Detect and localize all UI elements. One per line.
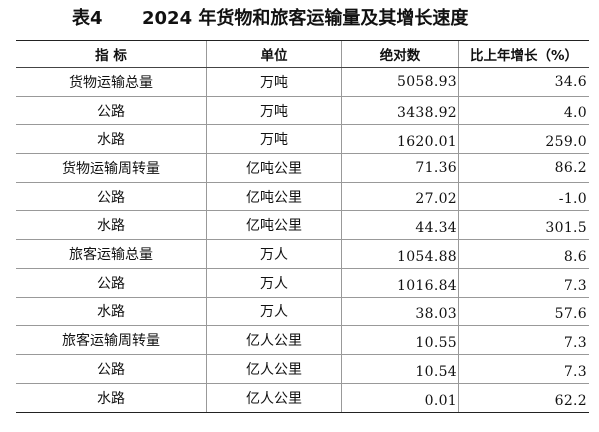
row-unit: 万吨 bbox=[207, 96, 342, 125]
row-unit: 万人 bbox=[207, 268, 342, 297]
row-indicator: 公路 bbox=[16, 268, 207, 297]
table-row: 货物运输总量 万吨 5058.93 34.6 bbox=[16, 68, 589, 97]
table-row: 旅客运输总量 万人 1054.88 8.6 bbox=[16, 240, 589, 269]
table-row: 公路 亿人公里 10.54 7.3 bbox=[16, 354, 589, 384]
row-value: 1054.88 bbox=[342, 240, 459, 268]
table-title: 表4 2024 年货物和旅客运输量及其增长速度 bbox=[0, 4, 599, 34]
row-indicator: 公路 bbox=[16, 182, 207, 211]
row-growth: 7.3 bbox=[563, 277, 587, 294]
row-unit: 亿吨公里 bbox=[207, 211, 342, 240]
row-value: 44.34 bbox=[342, 211, 459, 240]
row-growth: 7.3 bbox=[563, 363, 587, 380]
row-unit: 亿吨公里 bbox=[207, 154, 342, 182]
row-unit: 亿人公里 bbox=[207, 326, 342, 354]
row-indicator: 旅客运输周转量 bbox=[16, 326, 207, 354]
row-indicator: 水路 bbox=[16, 383, 207, 413]
row-indicator: 水路 bbox=[16, 211, 207, 240]
row-unit: 亿人公里 bbox=[207, 383, 342, 413]
row-growth: 301.5 bbox=[545, 220, 587, 237]
row-unit: 万吨 bbox=[207, 125, 342, 154]
row-growth: 34.6 bbox=[554, 73, 587, 90]
row-indicator: 货物运输周转量 bbox=[16, 154, 207, 182]
row-unit: 万人 bbox=[207, 297, 342, 326]
table-row: 水路 万人 38.03 57.6 bbox=[16, 297, 589, 327]
row-unit: 万吨 bbox=[207, 68, 342, 96]
row-growth: 62.2 bbox=[554, 393, 587, 410]
row-growth: 57.6 bbox=[554, 306, 587, 323]
row-indicator: 公路 bbox=[16, 354, 207, 383]
row-value: 10.55 bbox=[342, 326, 459, 354]
row-growth: -1.0 bbox=[558, 191, 587, 208]
table-row: 公路 万人 1016.84 7.3 bbox=[16, 268, 589, 298]
row-indicator: 公路 bbox=[16, 96, 207, 125]
row-unit: 亿吨公里 bbox=[207, 182, 342, 211]
row-indicator: 货物运输总量 bbox=[16, 68, 207, 96]
table-row: 货物运输周转量 亿吨公里 71.36 86.2 bbox=[16, 154, 589, 183]
table-header-row: 指 标 单位 绝对数 比上年增长（%） bbox=[16, 41, 589, 68]
table-number: 表4 bbox=[72, 8, 103, 29]
row-value: 0.01 bbox=[342, 383, 459, 413]
row-indicator: 水路 bbox=[16, 125, 207, 154]
row-value: 3438.92 bbox=[342, 96, 459, 125]
row-growth: 259.0 bbox=[545, 134, 587, 151]
row-value: 38.03 bbox=[342, 297, 459, 326]
header-unit: 单位 bbox=[207, 41, 342, 67]
row-growth: 8.6 bbox=[563, 248, 587, 265]
table-row: 水路 亿吨公里 44.34 301.5 bbox=[16, 211, 589, 241]
row-indicator: 旅客运输总量 bbox=[16, 240, 207, 268]
row-indicator: 水路 bbox=[16, 297, 207, 326]
row-value: 10.54 bbox=[342, 354, 459, 383]
table-row: 水路 亿人公里 0.01 62.2 bbox=[16, 383, 589, 413]
header-indicator: 指 标 bbox=[16, 41, 207, 67]
row-value: 27.02 bbox=[342, 182, 459, 211]
row-value: 5058.93 bbox=[342, 68, 459, 96]
header-absolute-value: 绝对数 bbox=[342, 41, 459, 67]
table-row: 公路 万吨 3438.92 4.0 bbox=[16, 96, 589, 126]
statistics-table: 指 标 单位 绝对数 比上年增长（%） 货物运输总量 万吨 5058.93 34… bbox=[16, 40, 589, 414]
row-growth: 4.0 bbox=[563, 105, 587, 122]
header-growth-rate: 比上年增长（%） bbox=[469, 48, 579, 64]
table-row: 旅客运输周转量 亿人公里 10.55 7.3 bbox=[16, 326, 589, 355]
table-row: 公路 亿吨公里 27.02 -1.0 bbox=[16, 182, 589, 212]
table-caption: 2024 年货物和旅客运输量及其增长速度 bbox=[142, 8, 469, 29]
row-growth: 7.3 bbox=[563, 334, 587, 351]
row-value: 1620.01 bbox=[342, 125, 459, 154]
row-value: 1016.84 bbox=[342, 268, 459, 297]
row-unit: 亿人公里 bbox=[207, 354, 342, 383]
row-value: 71.36 bbox=[342, 154, 459, 182]
table-row: 水路 万吨 1620.01 259.0 bbox=[16, 125, 589, 155]
row-growth: 86.2 bbox=[554, 159, 587, 176]
row-unit: 万人 bbox=[207, 240, 342, 268]
